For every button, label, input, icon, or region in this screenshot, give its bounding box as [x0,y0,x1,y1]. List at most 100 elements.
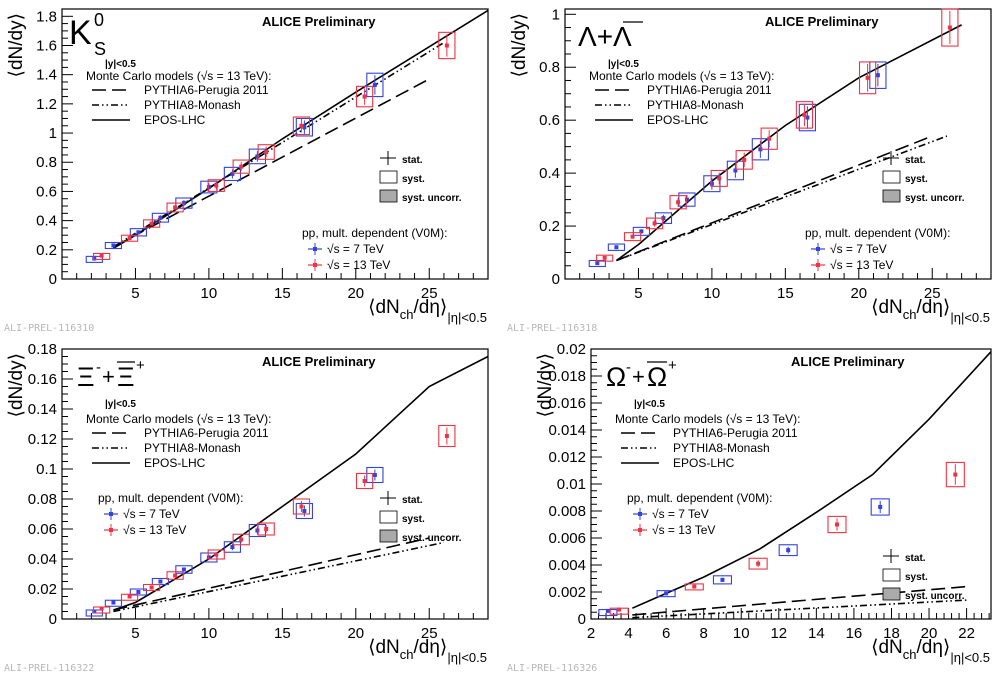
data-point [758,147,763,152]
charge-minus: - [626,359,631,376]
syst-box [669,195,687,210]
data-point [158,579,163,584]
data-point [767,136,772,141]
particle-subscript: S [94,39,106,59]
syst-box [710,169,728,187]
rapidity-label: |y|<0.5 [634,399,665,410]
data-series-1 [598,498,890,617]
x-axis-label-part: |η|<0.5 [447,650,487,665]
data-series-2 [93,424,456,614]
syst-box [607,243,626,251]
mc-legend-label: PYTHIA6-Perugia 2011 [647,83,772,97]
syst-box [129,588,148,596]
pp-legend-label: √s = 13 TeV [830,258,893,272]
mc-legend-label: PYTHIA6-Perugia 2011 [144,83,269,97]
unc-legend-label: syst. uncorr. [905,193,965,204]
y-tick-label: 0.002 [548,584,586,601]
charge-plus: + [668,357,677,374]
chart-title: ALICE Preliminary [262,14,376,29]
x-tick-label: 20 [347,285,364,302]
data-series-1 [85,72,384,263]
syst-box [232,533,250,546]
x-tick-label: 25 [421,285,438,302]
x-tick-label: 5 [634,285,642,302]
x-tick-label: 8 [700,625,708,642]
data-point [214,183,219,188]
unc-legend-label: syst. [402,514,425,525]
rapidity-label: |y|<0.5 [105,59,136,70]
data-point [255,528,260,533]
syst-box [703,175,721,193]
pp-legend-header: pp, mult. dependent (V0M): [805,226,950,240]
x-axis-label: ⟨dNch/dη⟩|η|<0.5 [871,297,990,325]
syst-box [735,150,753,170]
unc-legend-label: stat. [905,155,926,166]
unc-legend-box [379,170,398,184]
y-tick-label: 0.008 [548,503,586,520]
y-tick-label: 0.4 [36,213,57,230]
model-curve-2 [113,541,445,613]
rapidity-label: |y|<0.5 [608,59,639,70]
x-tick-label: 15 [274,625,291,642]
data-point [264,527,269,531]
mc-legend-label: PYTHIA8-Monash [144,98,241,112]
y-tick-label: 0.02 [557,341,586,358]
x-axis-label-part: /dη⟩ [414,297,448,318]
y-tick-label: 0.012 [548,449,586,466]
mc-legend-header: Monte Carlo models (√s = 13 TeV): [86,412,271,426]
syst-box [858,61,877,95]
model-curve-3 [631,351,992,609]
data-point [149,221,154,226]
syst-box [120,593,139,601]
x-tick-label: 10 [704,285,721,302]
x-tick-label: 10 [201,625,218,642]
data-point [717,176,722,181]
syst-box [175,565,193,574]
x-tick-label: 20 [850,285,867,302]
chart-panel-2: 00.20.40.60.815 10 15 20 25⟨dN/dy⟩⟨dNch/dη⟩|… [507,6,992,334]
pp-legend-label: √s = 13 TeV [327,258,390,272]
x-axis-label-part: /dη⟩ [917,637,951,658]
data-point [181,201,186,206]
data-point [664,591,669,596]
y-tick-label: 0.06 [28,521,57,538]
pp-legend-marker [816,263,820,267]
syst-box [232,159,250,174]
x-tick-label: 6 [662,625,670,642]
syst-box [596,254,614,262]
data-point [206,185,211,190]
syst-box [684,583,704,591]
data-point [865,75,870,80]
syst-box [366,466,384,484]
data-point [692,584,697,589]
pp-legend-label: √s = 13 TeV [652,523,715,537]
x-tick-label: 14 [808,625,825,642]
y-tick-label: 0.4 [539,165,560,182]
model-curve-1 [113,537,430,611]
y-tick-label: 0.16 [28,371,57,388]
data-point [99,253,104,258]
y-tick-label: 0.01 [557,476,586,493]
figure-tag: ALI-PREL-116318 [507,323,597,334]
unc-legend-label: stat. [402,155,423,166]
y-tick-label: 0.004 [548,557,586,574]
y-tick-label: 1.8 [36,8,57,25]
y-tick-label: 0 [552,271,560,288]
syst-box [93,252,111,261]
data-point [362,94,367,99]
chart-panel-4: 0 0.002 0.004 0.006 0.008 0.01 0.012 0.014 0.016… [507,341,992,674]
pp-legend-label: √s = 7 TeV [830,242,887,256]
particle-label: Λ+Λ |y|<0.5 [578,21,643,70]
pp-legend-marker [638,528,642,532]
data-point [639,229,644,234]
x-axis-label: ⟨dNch/dη⟩|η|<0.5 [368,637,487,665]
data-point [111,600,116,605]
data-point [239,164,244,169]
data-series-2 [609,461,965,615]
charge-minus: - [96,359,101,376]
particle-symbol: Ξ [77,362,95,392]
chart-panel-3: 0 0.02 0.04 0.06 0.08 0.1 0.12 0.14 0.16 0.18 5 10 1… [4,341,489,674]
data-point [92,256,97,261]
unc-legend-box [379,189,398,203]
data-point [127,236,132,241]
